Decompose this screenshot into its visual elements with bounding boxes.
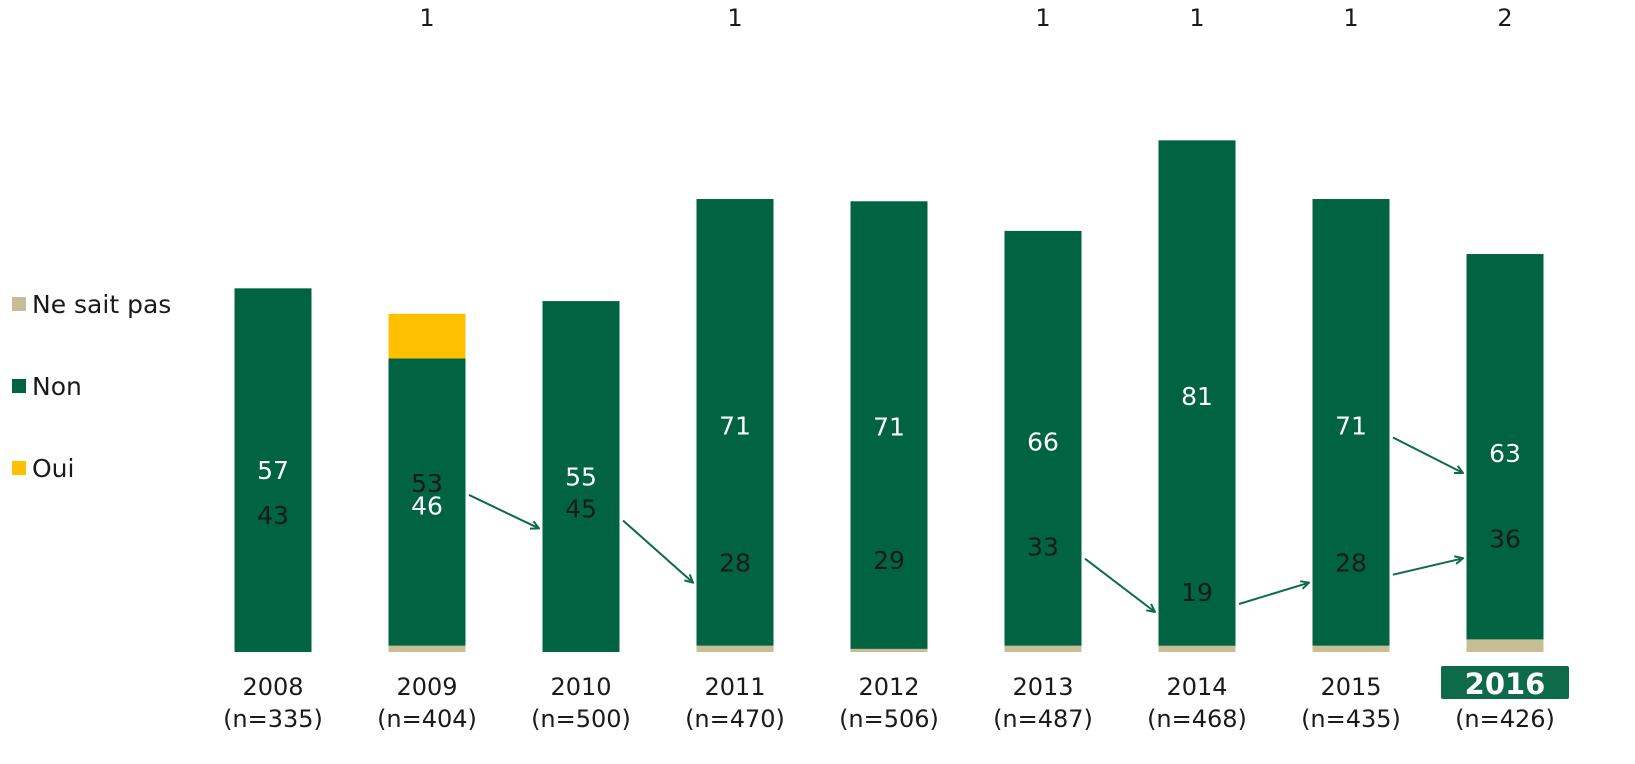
data-label: 28 (719, 549, 751, 578)
data-label: 33 (1027, 533, 1059, 562)
bar-segment-non (234, 288, 312, 652)
legend-label: Ne sait pas (32, 289, 172, 319)
legend-item-oui: Oui (12, 453, 171, 483)
data-label: 63 (1489, 439, 1521, 468)
data-label: 1 (1343, 4, 1358, 32)
data-label: 71 (1335, 412, 1367, 441)
x-tick-label: 2012 (858, 673, 919, 701)
legend-label: Non (32, 371, 82, 401)
legend-swatch (12, 379, 26, 393)
data-label: 71 (719, 412, 751, 441)
bar-segment-non (1466, 254, 1544, 652)
data-label: 1 (1189, 4, 1204, 32)
sample-size-label: (n=500) (531, 705, 631, 733)
bar-segment-non (1312, 199, 1390, 652)
data-label: 55 (565, 463, 597, 492)
data-label: 43 (257, 501, 289, 530)
data-label: 1 (1035, 4, 1050, 32)
bar-segment-ne-sait-pas (1466, 639, 1544, 652)
data-label: 46 (411, 491, 443, 520)
bar-segment-non (696, 199, 774, 652)
data-label: 45 (565, 494, 597, 523)
data-label: 36 (1489, 524, 1521, 553)
bar-segment-ne-sait-pas (1158, 645, 1236, 652)
data-label: 29 (873, 546, 905, 575)
highlight-badge (1441, 666, 1569, 699)
bar-segment-non (388, 358, 466, 652)
data-label: 66 (1027, 427, 1059, 456)
sample-size-label: (n=435) (1301, 705, 1401, 733)
legend-swatch (12, 297, 26, 311)
data-label: 19 (1181, 578, 1213, 607)
data-label: 1 (727, 4, 742, 32)
data-label: 57 (257, 456, 289, 485)
data-label: 71 (873, 413, 905, 442)
bar-segment-non (850, 201, 928, 653)
trend-arrow (622, 519, 693, 582)
sample-size-label: (n=468) (1147, 705, 1247, 733)
sample-size-label: (n=506) (839, 705, 939, 733)
trend-arrow (468, 494, 539, 529)
data-label: 53 (411, 469, 443, 498)
sample-size-label: (n=426) (1455, 705, 1555, 733)
x-tick-label: 2010 (550, 673, 611, 701)
bar-segment-non (1004, 230, 1082, 653)
bar-segment-ne-sait-pas (696, 645, 774, 652)
x-tick-label: 2014 (1166, 673, 1227, 701)
trend-arrow (1084, 557, 1155, 612)
x-tick-label: 2011 (704, 673, 765, 701)
sample-size-label: (n=404) (377, 705, 477, 733)
bar-segment-ne-sait-pas (850, 648, 928, 652)
legend-label: Oui (32, 453, 75, 483)
legend-swatch (12, 461, 26, 475)
legend: Ne sait pas Non Oui (12, 290, 171, 536)
x-tick-label: 2008 (242, 673, 303, 701)
x-tick-label: 2013 (1012, 673, 1073, 701)
sample-size-label: (n=470) (685, 705, 785, 733)
x-tick-label: 2016 (1465, 667, 1546, 701)
data-label: 28 (1335, 549, 1367, 578)
data-label: 81 (1181, 382, 1213, 411)
legend-item-ne-sait-pas: Ne sait pas (12, 289, 172, 319)
bar-segment-non (542, 301, 620, 652)
x-tick-label: 2009 (396, 673, 457, 701)
sample-size-label: (n=335) (223, 705, 323, 733)
data-label: 1 (419, 4, 434, 32)
trend-arrow (1238, 583, 1309, 605)
bar-segment-ne-sait-pas (1312, 645, 1390, 652)
legend-item-non: Non (12, 371, 171, 401)
sample-size-label: (n=487) (993, 705, 1093, 733)
trend-arrow (1392, 436, 1463, 474)
bar-segment-ne-sait-pas (1004, 645, 1082, 652)
bar-segment-non (1158, 140, 1236, 652)
data-label: 2 (1497, 4, 1512, 32)
trend-arrow (1392, 558, 1463, 576)
bar-segment-ne-sait-pas (388, 645, 466, 652)
x-tick-label: 2015 (1320, 673, 1381, 701)
